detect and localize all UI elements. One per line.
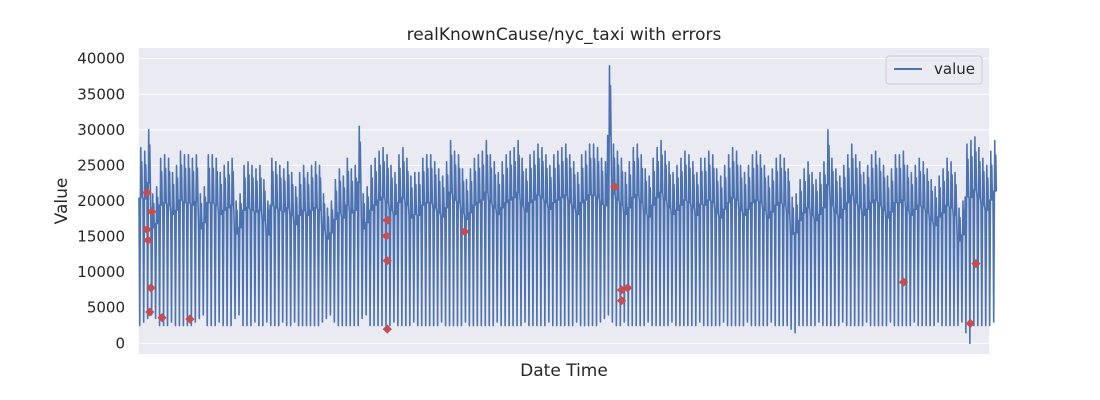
error-marker bbox=[142, 224, 152, 235]
error-markers bbox=[142, 182, 981, 334]
y-tick-label: 15000 bbox=[77, 228, 125, 246]
legend: value bbox=[885, 55, 983, 85]
y-tick-label: 20000 bbox=[77, 192, 125, 210]
error-marker bbox=[157, 313, 167, 323]
error-marker bbox=[965, 318, 975, 329]
y-tick-label: 0 bbox=[115, 334, 125, 352]
legend-label-value: value bbox=[934, 60, 975, 78]
y-tick-label: 30000 bbox=[77, 121, 125, 139]
error-marker bbox=[610, 182, 620, 192]
error-marker bbox=[622, 283, 633, 293]
series-line-value bbox=[138, 64, 998, 345]
y-tick-label: 40000 bbox=[77, 50, 125, 68]
error-marker bbox=[147, 207, 157, 217]
x-axis-label: Date Time bbox=[520, 361, 608, 381]
error-marker bbox=[381, 231, 392, 241]
error-marker bbox=[146, 283, 156, 293]
error-marker bbox=[382, 324, 392, 334]
series-group bbox=[138, 64, 998, 345]
chart-title: realKnownCause/nyc_taxi with errors bbox=[407, 25, 722, 45]
error-marker bbox=[143, 235, 153, 245]
y-tick-label: 25000 bbox=[77, 156, 125, 174]
error-marker bbox=[142, 187, 152, 198]
legend-box bbox=[885, 55, 983, 85]
y-tick-label: 10000 bbox=[77, 263, 125, 281]
error-marker bbox=[898, 277, 909, 287]
y-tick-labels: 0 5000 10000 15000 20000 25000 30000 35000 40000 bbox=[77, 50, 125, 353]
error-marker bbox=[460, 226, 470, 237]
error-marker bbox=[971, 258, 981, 269]
y-tick-label: 5000 bbox=[87, 299, 125, 317]
y-tick-label: 35000 bbox=[77, 85, 125, 103]
y-axis-label: Value bbox=[52, 178, 72, 225]
error-marker bbox=[185, 314, 195, 324]
error-marker bbox=[616, 296, 627, 306]
error-marker bbox=[145, 307, 155, 317]
error-marker bbox=[382, 256, 392, 266]
error-marker bbox=[382, 215, 392, 225]
